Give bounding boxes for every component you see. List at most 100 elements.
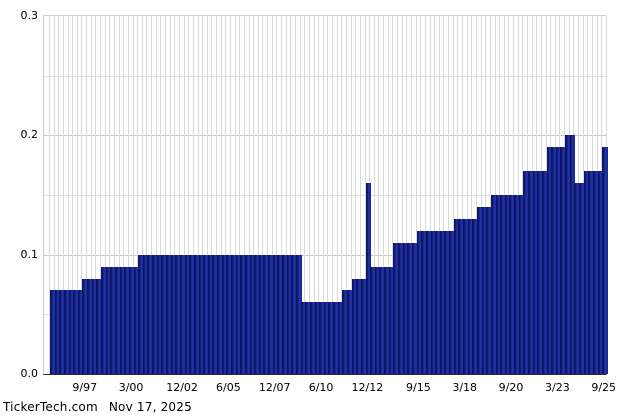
bar-slot	[500, 16, 506, 374]
bar	[476, 206, 483, 374]
bar	[300, 302, 307, 374]
x-axis-tick-label: 9/25	[591, 381, 617, 394]
bar	[286, 254, 293, 374]
bar	[244, 254, 251, 374]
bar	[365, 183, 372, 374]
bar-slot	[258, 16, 265, 374]
bar-slot	[481, 16, 488, 374]
plot-left-padding	[44, 16, 50, 374]
bar	[295, 254, 302, 374]
bar	[574, 183, 581, 374]
bar	[444, 230, 451, 374]
bar-slot	[221, 16, 228, 374]
bar-slot	[565, 16, 571, 374]
bar-slot	[105, 16, 112, 374]
bar	[565, 135, 571, 374]
bar	[579, 183, 585, 374]
bar	[254, 254, 260, 374]
bar-slot	[114, 16, 121, 374]
footer: TickerTech.com Nov 17, 2025	[3, 400, 192, 414]
bar-slot	[235, 16, 242, 374]
bar	[59, 290, 65, 374]
bar-slot	[203, 16, 209, 374]
bar	[342, 290, 348, 374]
gridline-y-0.15	[44, 195, 606, 196]
bar	[546, 147, 553, 374]
bar	[360, 278, 367, 374]
bar-series	[50, 16, 608, 374]
bar-slot	[546, 16, 553, 374]
bar	[407, 242, 413, 374]
bar	[356, 278, 362, 374]
bar-slot	[333, 16, 339, 374]
bar-slot	[495, 16, 502, 374]
bar-slot	[63, 16, 70, 374]
bar-slot	[54, 16, 61, 374]
bar-slot	[156, 16, 163, 374]
x-axis-tick-label: 3/23	[544, 381, 570, 394]
bar-slot	[193, 16, 200, 374]
bar	[77, 290, 84, 374]
bar-slot	[337, 16, 344, 374]
bar-slot	[592, 16, 599, 374]
bar-slot	[351, 16, 358, 374]
bar	[50, 290, 56, 374]
bar	[212, 254, 219, 374]
bar-slot	[430, 16, 437, 374]
bar-slot	[514, 16, 520, 374]
bar	[398, 242, 404, 374]
bar-slot	[490, 16, 497, 374]
bar	[87, 278, 93, 374]
bar	[184, 254, 191, 374]
bar-slot	[476, 16, 483, 374]
bar-slot	[282, 16, 288, 374]
bar-slot	[560, 16, 567, 374]
bar-slot	[212, 16, 219, 374]
bar	[193, 254, 200, 374]
bar-slot	[379, 16, 386, 374]
bar	[166, 254, 172, 374]
plot-area	[43, 15, 608, 375]
bar-slot	[305, 16, 311, 374]
bar	[481, 206, 488, 374]
bar	[374, 266, 381, 374]
bar	[309, 302, 316, 374]
bar	[133, 266, 140, 374]
bar	[147, 254, 154, 374]
bar	[258, 254, 265, 374]
bar	[156, 254, 163, 374]
bar-slot	[286, 16, 293, 374]
chart-date: Nov 17, 2025	[108, 400, 192, 414]
bar-slot	[240, 16, 246, 374]
bar-slot	[68, 16, 75, 374]
bar	[388, 266, 395, 374]
bar	[221, 254, 228, 374]
bar-slot	[291, 16, 297, 374]
bar	[319, 302, 325, 374]
bar-slot	[59, 16, 65, 374]
bar	[560, 147, 567, 374]
bar-slot	[537, 16, 543, 374]
bar	[351, 278, 358, 374]
bar	[527, 171, 534, 374]
bar-slot	[509, 16, 516, 374]
bar	[119, 266, 126, 374]
bar	[467, 218, 474, 374]
bar	[124, 266, 130, 374]
bar	[384, 266, 390, 374]
bar	[490, 195, 497, 374]
bar-slot	[449, 16, 455, 374]
bar-slot	[504, 16, 511, 374]
bar-slot	[263, 16, 270, 374]
bar	[142, 254, 149, 374]
bar	[453, 218, 460, 374]
bar-slot	[244, 16, 251, 374]
bar	[333, 302, 339, 374]
bar-slot	[249, 16, 256, 374]
bar-slot	[124, 16, 130, 374]
bar	[555, 147, 562, 374]
bar	[170, 254, 177, 374]
bar	[217, 254, 223, 374]
bar	[541, 171, 548, 374]
bar-slot	[579, 16, 585, 374]
